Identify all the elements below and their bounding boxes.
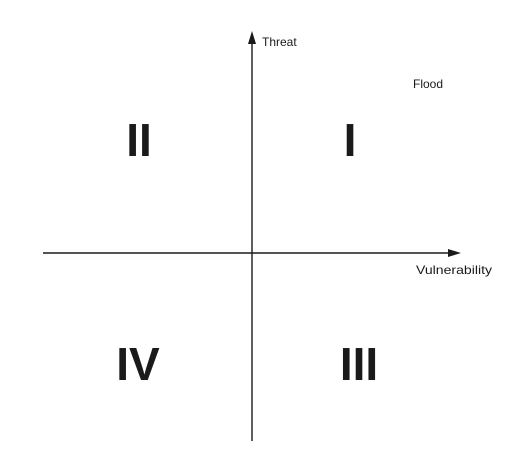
quadrant-label-iii: III: [340, 338, 378, 390]
quadrant-label-ii: II: [126, 114, 152, 166]
x-axis-arrowhead: [448, 249, 461, 257]
quadrant-label-i: I: [344, 114, 357, 166]
x-axis-label: Vulnerability: [416, 263, 492, 277]
y-axis-label: Threat: [262, 35, 297, 49]
quadrant-label-iv: IV: [116, 338, 160, 390]
flood-annotation: Flood: [413, 77, 443, 91]
y-axis-arrowhead: [248, 31, 256, 44]
